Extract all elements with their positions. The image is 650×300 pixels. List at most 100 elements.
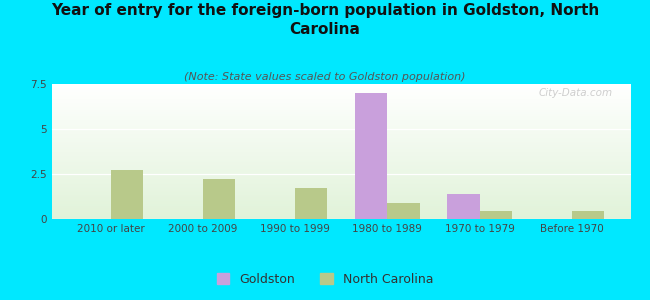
Bar — [52, 152, 630, 153]
Bar — [52, 182, 630, 184]
Bar — [52, 169, 630, 170]
Bar — [52, 187, 630, 188]
Bar — [52, 142, 630, 143]
Bar — [52, 114, 630, 115]
Bar — [52, 206, 630, 207]
Bar — [447, 194, 480, 219]
Bar — [52, 101, 630, 103]
Bar — [52, 118, 630, 119]
Bar — [52, 153, 630, 154]
Bar — [52, 193, 630, 195]
Bar — [52, 188, 630, 189]
Bar — [52, 92, 630, 93]
Bar — [52, 111, 630, 112]
Bar — [52, 207, 630, 208]
Bar — [52, 155, 630, 157]
Bar — [52, 204, 630, 206]
Bar — [52, 149, 630, 150]
Bar — [52, 84, 630, 85]
Bar — [52, 88, 630, 89]
Bar — [52, 127, 630, 128]
Bar — [52, 203, 630, 204]
Bar — [52, 178, 630, 180]
Bar — [52, 161, 630, 162]
Bar — [52, 134, 630, 135]
Bar — [52, 131, 630, 133]
Bar — [111, 170, 143, 219]
Bar — [52, 164, 630, 165]
Bar — [52, 177, 630, 178]
Bar — [52, 115, 630, 116]
Bar — [52, 148, 630, 149]
Bar — [52, 110, 630, 111]
Bar — [52, 87, 630, 88]
Bar — [52, 108, 630, 110]
Bar — [52, 195, 630, 196]
Bar — [52, 98, 630, 99]
Bar — [52, 172, 630, 173]
Bar — [572, 211, 604, 219]
Bar — [52, 157, 630, 158]
Bar — [52, 150, 630, 152]
Bar — [52, 176, 630, 177]
Bar — [52, 116, 630, 118]
Bar — [52, 211, 630, 212]
Bar — [52, 130, 630, 131]
Bar — [52, 133, 630, 134]
Bar — [52, 99, 630, 100]
Bar — [52, 138, 630, 139]
Bar — [52, 215, 630, 216]
Bar — [52, 91, 630, 92]
Bar — [203, 179, 235, 219]
Bar — [52, 170, 630, 172]
Bar — [52, 185, 630, 187]
Bar — [52, 158, 630, 160]
Bar — [355, 93, 387, 219]
Bar — [52, 173, 630, 174]
Bar — [52, 166, 630, 168]
Bar — [52, 126, 630, 127]
Bar — [52, 209, 630, 211]
Bar — [52, 154, 630, 155]
Bar — [52, 162, 630, 164]
Bar — [52, 218, 630, 219]
Bar — [52, 137, 630, 138]
Bar — [52, 197, 630, 199]
Bar — [480, 211, 512, 219]
Bar — [52, 200, 630, 202]
Bar — [52, 141, 630, 142]
Bar — [52, 122, 630, 123]
Bar — [52, 123, 630, 124]
Legend: Goldston, North Carolina: Goldston, North Carolina — [212, 268, 438, 291]
Bar — [52, 120, 630, 122]
Bar — [52, 100, 630, 101]
Bar — [52, 160, 630, 161]
Bar — [52, 165, 630, 166]
Bar — [52, 191, 630, 192]
Bar — [52, 180, 630, 181]
Bar — [52, 216, 630, 218]
Bar — [52, 106, 630, 107]
Bar — [52, 168, 630, 169]
Bar — [52, 96, 630, 98]
Bar — [52, 146, 630, 147]
Text: City-Data.com: City-Data.com — [539, 88, 613, 98]
Bar — [52, 119, 630, 120]
Bar — [52, 202, 630, 203]
Bar — [52, 184, 630, 185]
Bar — [52, 89, 630, 91]
Bar — [52, 139, 630, 141]
Bar — [52, 192, 630, 193]
Bar — [52, 212, 630, 214]
Bar — [52, 107, 630, 108]
Text: Year of entry for the foreign-born population in Goldston, North
Carolina: Year of entry for the foreign-born popul… — [51, 3, 599, 37]
Bar — [52, 214, 630, 215]
Bar — [52, 135, 630, 136]
Bar — [52, 128, 630, 130]
Bar — [52, 145, 630, 146]
Bar — [52, 103, 630, 104]
Bar — [52, 112, 630, 114]
Bar — [52, 199, 630, 200]
Bar — [52, 181, 630, 182]
Bar — [52, 104, 630, 106]
